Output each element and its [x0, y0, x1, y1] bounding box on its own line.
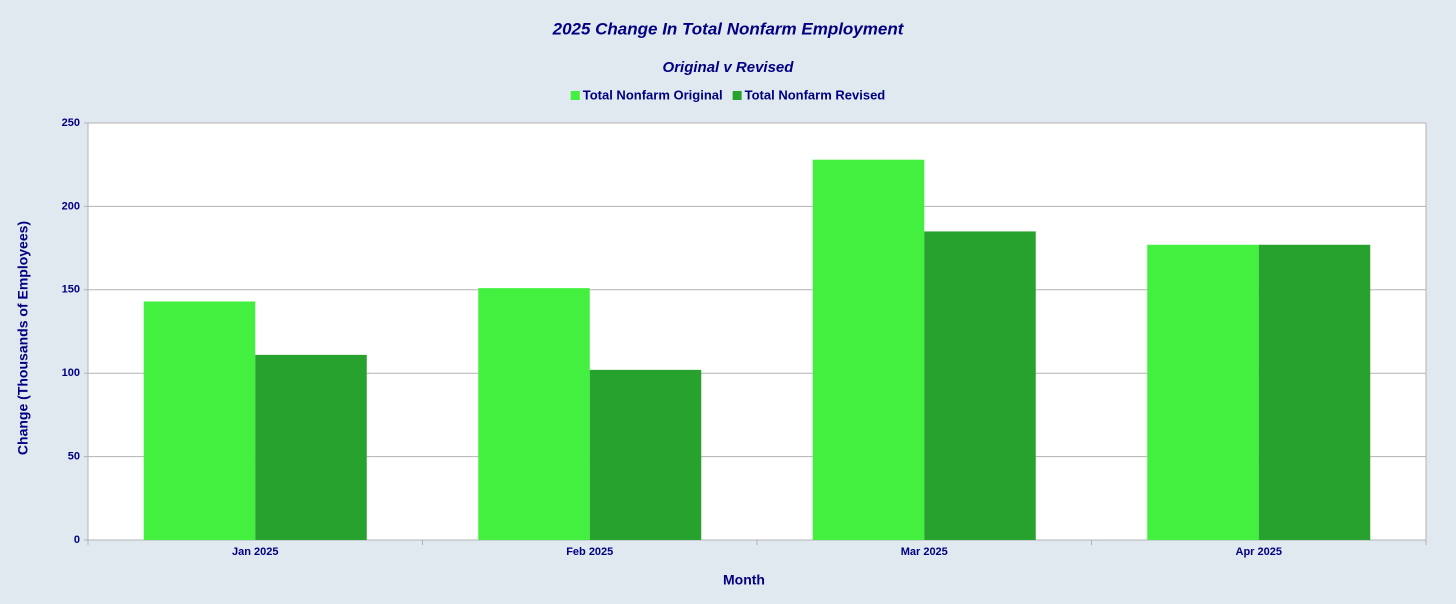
bar	[1258, 244, 1371, 540]
y-axis-label: Change (Thousands of Employees)	[15, 221, 31, 455]
bar	[589, 369, 702, 540]
legend-swatch	[732, 91, 742, 100]
legend-swatch	[570, 91, 580, 100]
bar	[478, 288, 590, 540]
x-axis-label: Month	[723, 572, 765, 588]
x-tick-label: Apr 2025	[1236, 546, 1282, 558]
y-tick-label: 100	[62, 367, 80, 379]
legend-label: Total Nonfarm Original	[583, 87, 723, 102]
y-tick-label: 250	[62, 117, 80, 129]
bar	[255, 354, 367, 540]
bar	[1147, 244, 1259, 540]
x-tick-label: Jan 2025	[232, 546, 278, 558]
chart-title: 2025 Change In Total Nonfarm Employment	[552, 19, 905, 38]
y-tick-label: 150	[62, 284, 80, 296]
y-tick-label: 200	[62, 200, 80, 212]
y-tick-label: 0	[74, 534, 80, 546]
bar	[924, 231, 1036, 541]
y-tick-label: 50	[68, 451, 80, 463]
x-tick-label: Mar 2025	[901, 546, 948, 558]
bar	[143, 301, 256, 540]
chart-subtitle: Original v Revised	[663, 59, 795, 76]
x-tick-label: Feb 2025	[566, 546, 613, 558]
bar	[812, 159, 925, 541]
legend-label: Total Nonfarm Revised	[745, 87, 886, 102]
